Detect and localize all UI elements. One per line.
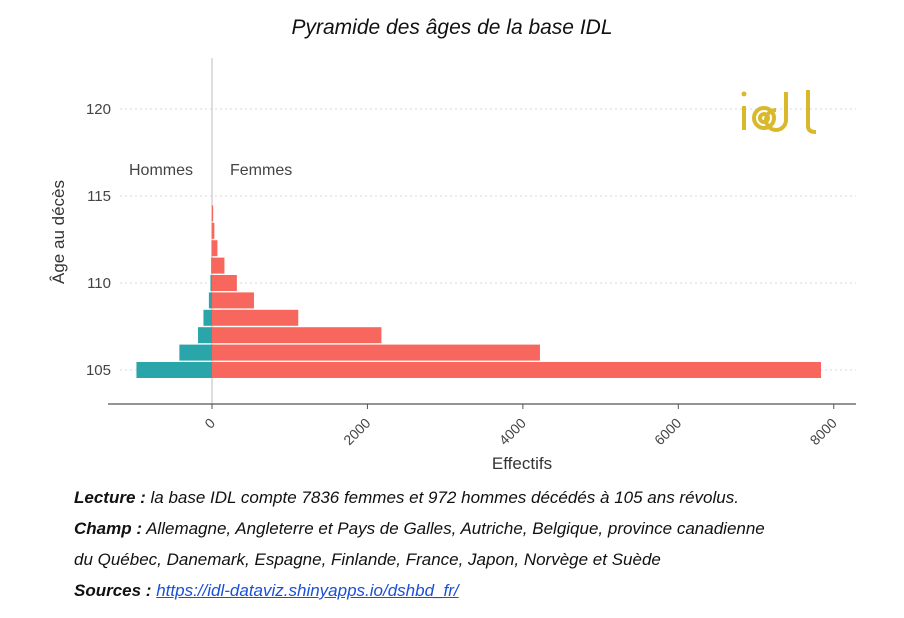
champ-line: Champ : Allemagne, Angleterre et Pays de… (74, 513, 874, 544)
bar-femmes (212, 362, 821, 378)
sources-line: Sources : https://idl-dataviz.shinyapps.… (74, 575, 874, 606)
bar-femmes (212, 344, 540, 361)
sources-label: Sources : (74, 581, 152, 600)
bar-hommes (203, 309, 212, 326)
bar-femmes (212, 275, 237, 291)
population-pyramid-chart: 105 110 115 120 0 2000 4000 6000 8000 Âge au déc… (49, 58, 856, 473)
lecture-label: Lecture : (74, 488, 146, 507)
bars (136, 205, 821, 378)
y-tick-label: 120 (86, 101, 111, 118)
sources-link[interactable]: https://idl-dataviz.shinyapps.io/dshbd_f… (156, 581, 459, 600)
x-tick-label: 2000 (340, 415, 373, 448)
bar-hommes (210, 275, 212, 291)
bar-femmes (212, 240, 218, 257)
chart-title: Pyramide des âges de la base IDL (291, 16, 613, 39)
chart-notes: Lecture : la base IDL compte 7836 femmes… (74, 482, 874, 606)
y-tick-label: 105 (86, 362, 111, 379)
bar-hommes (179, 344, 212, 361)
x-tick-label: 8000 (807, 415, 840, 448)
bar-femmes (212, 327, 382, 344)
x-tick-label: 0 (201, 415, 218, 432)
bar-hommes (136, 362, 212, 378)
bar-femmes (212, 222, 215, 239)
bar-femmes (212, 257, 225, 274)
bar-hommes (198, 327, 212, 344)
bar-hommes (208, 292, 212, 309)
lecture-text: la base IDL compte 7836 femmes et 972 ho… (145, 488, 739, 507)
idl-logo (741, 90, 817, 134)
legend-hommes: Hommes (129, 162, 193, 179)
champ-text-1: Allemagne, Angleterre et Pays de Galles,… (142, 519, 765, 538)
champ-label: Champ : (74, 519, 142, 538)
bar-femmes (212, 309, 299, 326)
y-tick-label: 110 (87, 275, 111, 292)
bar-femmes (212, 292, 254, 309)
x-tick-label: 4000 (496, 415, 529, 448)
y-axis-label: Âge au décès (49, 180, 68, 284)
legend-femmes: Femmes (230, 162, 292, 179)
lecture-line: Lecture : la base IDL compte 7836 femmes… (74, 482, 874, 513)
champ-line-2: du Québec, Danemark, Espagne, Finlande, … (74, 550, 661, 569)
bar-femmes (212, 205, 214, 222)
x-axis-label: Effectifs (492, 454, 552, 473)
x-tick-label: 6000 (651, 415, 684, 448)
bar-hommes (211, 257, 212, 274)
axes: 105 110 115 120 0 2000 4000 6000 8000 (86, 101, 856, 448)
y-tick-label: 115 (87, 188, 111, 205)
